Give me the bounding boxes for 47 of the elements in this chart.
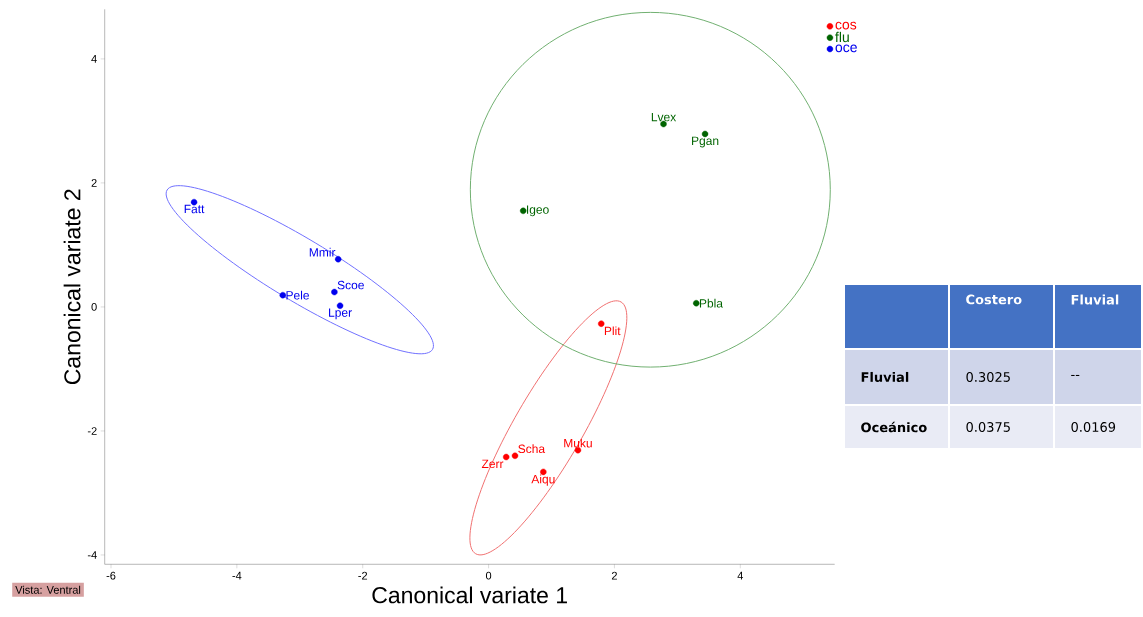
text: 0.3025 xyxy=(966,372,1010,382)
x-tick-label: 4 xyxy=(737,571,744,580)
text: 0.0375 xyxy=(966,422,1010,432)
annotation: Zerr xyxy=(481,459,504,469)
x-tick-label: 0 xyxy=(485,571,492,580)
y-tick-label: 4 xyxy=(91,55,97,63)
annotation: Pele xyxy=(286,290,309,300)
point xyxy=(331,288,338,296)
legend-label: cos xyxy=(835,21,857,30)
text: -- xyxy=(1071,374,1080,376)
annotation: Pgan xyxy=(692,136,719,148)
x-tick-label: -2 xyxy=(358,571,368,580)
annotation: Scha xyxy=(518,444,546,454)
annotation: Scoe xyxy=(337,280,364,290)
annotation: Lvex xyxy=(651,112,677,122)
text: 0.0169 xyxy=(1071,422,1116,432)
annotation: Mmir xyxy=(309,247,336,257)
y-tick-label: 2 xyxy=(91,179,97,187)
y-tick-label: 0 xyxy=(91,303,97,311)
annotation: Muku xyxy=(564,438,592,448)
x-axis-title: Canonical variate 1 xyxy=(372,586,567,604)
category-label: Fluvial xyxy=(861,371,909,383)
x-tick-label: -4 xyxy=(232,571,242,580)
point xyxy=(598,320,605,327)
point xyxy=(503,453,510,461)
y-axis-title: Canonical variate 2 xyxy=(63,189,81,385)
legend-label: flu xyxy=(835,31,849,43)
text: Vista: Ventral xyxy=(15,585,81,594)
category-label: Oceánico xyxy=(861,421,927,433)
annotation: Aiqu xyxy=(531,474,555,486)
y-tick-label: -4 xyxy=(87,551,97,559)
x-tick-label: 2 xyxy=(611,571,617,580)
annotation: Plit xyxy=(604,326,621,336)
y-tick-label: -2 xyxy=(87,427,97,435)
category-label: Fluvial xyxy=(1071,294,1119,305)
annotation: Lper xyxy=(329,308,352,320)
annotation: Fatt xyxy=(184,204,205,214)
x-tick-label: -6 xyxy=(106,571,116,580)
legend-label: oce xyxy=(835,44,857,53)
annotation: Pbla xyxy=(699,298,723,308)
point xyxy=(511,452,519,459)
point xyxy=(693,300,700,307)
category-label: Costero xyxy=(966,294,1022,305)
point xyxy=(334,255,342,263)
point xyxy=(279,291,286,299)
annotation: Igeo xyxy=(527,205,549,217)
point xyxy=(519,207,527,215)
